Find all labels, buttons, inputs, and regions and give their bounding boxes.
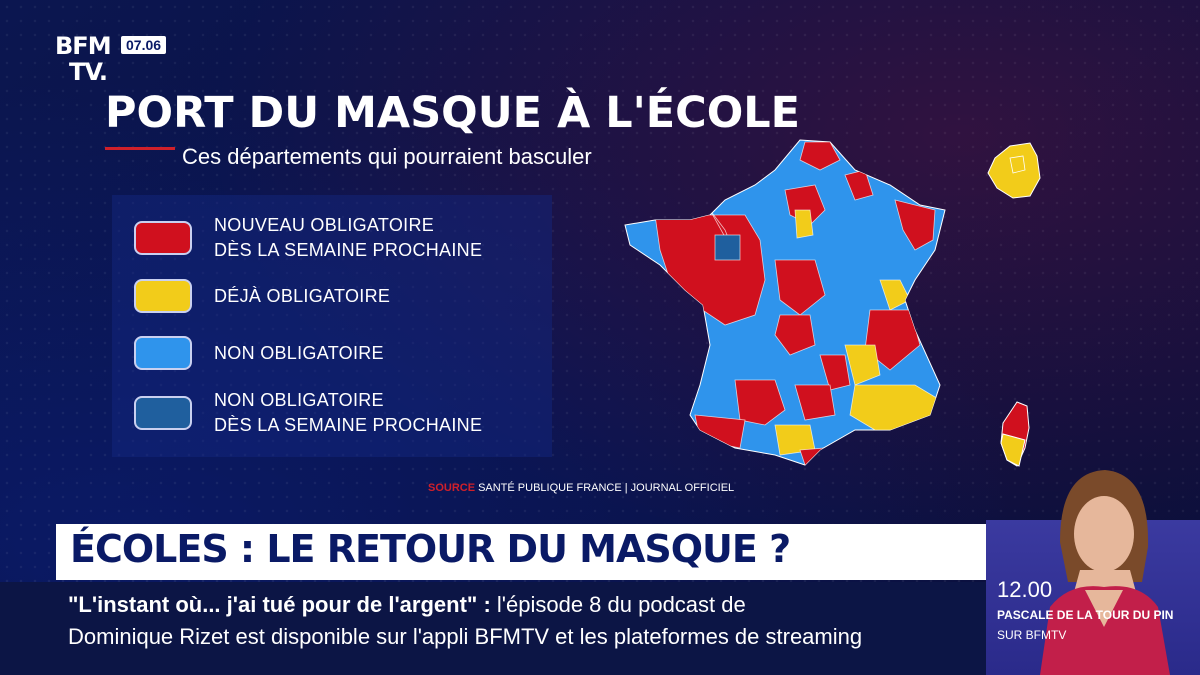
bfmtv-logo: BFM TV. <box>55 32 112 86</box>
presenter-image <box>1040 470 1170 675</box>
legend-label: NON OBLIGATOIRE DÈS LA SEMAINE PROCHAINE <box>214 390 483 435</box>
legend-label: NON OBLIGATOIRE <box>214 342 384 363</box>
headline: ÉCOLES : LE RETOUR DU MASQUE ? <box>70 527 791 571</box>
legend: NOUVEAU OBLIGATOIRE DÈS LA SEMAINE PROCH… <box>112 195 552 457</box>
legend-item-not-mandatory: NON OBLIGATOIRE <box>134 336 384 370</box>
title-underline <box>105 147 175 150</box>
legend-swatch-red <box>134 221 192 255</box>
graphic-title: PORT DU MASQUE À L'ÉCOLE <box>105 88 801 138</box>
ticker-line-1: "L'instant où... j'ai tué pour de l'arge… <box>68 592 746 617</box>
legend-label: NOUVEAU OBLIGATOIRE DÈS LA SEMAINE PROCH… <box>214 215 483 260</box>
legend-item-not-mandatory-next-week: NON OBLIGATOIRE DÈS LA SEMAINE PROCHAINE <box>134 388 482 438</box>
ticker-line-2: Dominique Rizet est disponible sur l'app… <box>68 624 863 649</box>
next-show-presenter: PASCALE DE LA TOUR DU PIN <box>997 608 1174 622</box>
legend-swatch-dark-blue <box>134 396 192 430</box>
legend-item-already-mandatory: DÉJÀ OBLIGATOIRE <box>134 279 390 313</box>
source-line: SOURCE SANTÉ PUBLIQUE FRANCE | JOURNAL OF… <box>428 482 735 494</box>
legend-item-new-mandatory: NOUVEAU OBLIGATOIRE DÈS LA SEMAINE PROCH… <box>134 213 482 263</box>
graphic-subtitle: Ces départements qui pourraient basculer <box>182 144 592 169</box>
next-show-channel: SUR BFMTV <box>997 628 1067 642</box>
clock: 07.06 <box>121 36 167 54</box>
legend-label: DÉJÀ OBLIGATOIRE <box>214 285 391 306</box>
headline-band <box>56 524 986 580</box>
ticker-band <box>0 582 990 675</box>
france-map <box>624 139 946 466</box>
ile-de-france-inset <box>987 142 1041 199</box>
next-show-time: 12.00 <box>997 577 1053 602</box>
legend-swatch-yellow <box>134 279 192 313</box>
legend-swatch-blue <box>134 336 192 370</box>
corsica-inset <box>1000 401 1030 467</box>
